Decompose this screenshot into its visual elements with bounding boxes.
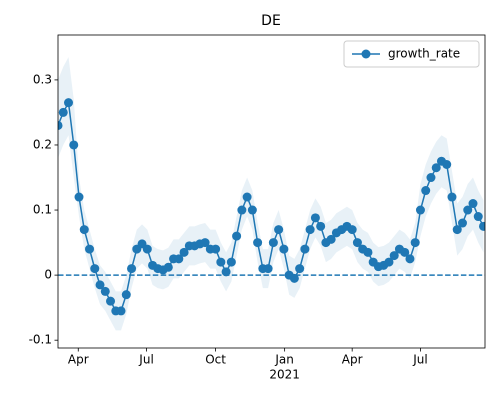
data-point [226,257,236,267]
x-tick-label: Jul [138,353,153,367]
data-point [58,107,68,117]
data-point [127,264,137,274]
data-point [389,251,399,261]
data-point [384,257,394,267]
data-point [69,140,79,150]
data-point [305,225,315,235]
data-point [352,238,362,248]
legend: growth_rate [343,40,480,68]
y-tick-label: 0.3 [33,72,52,86]
y-tick-label: 0 [44,268,52,282]
data-point [237,205,247,215]
data-point [179,247,189,257]
x-tick-label: Jan [274,353,294,367]
data-point [479,221,485,231]
data-point [263,264,273,274]
data-point [100,286,110,296]
legend-box [343,40,480,68]
data-point [468,199,478,209]
data-point [116,306,126,316]
data-point [247,205,257,215]
data-point [363,247,373,257]
data-point [64,98,74,108]
plot-frame [57,34,486,349]
confidence-band [58,57,484,331]
y-tick-label: 0.1 [33,203,52,217]
legend-marker [361,49,371,59]
data-point [106,296,116,306]
data-point [216,257,226,267]
data-point [211,244,221,254]
data-point [242,192,252,202]
data-point [200,238,210,248]
x-tick-label: Jul [412,353,427,367]
data-point [326,234,336,244]
data-point [142,244,152,254]
data-point [295,264,305,274]
data-point [174,254,184,264]
data-point [268,238,278,248]
series-line [58,100,485,312]
plot-area [58,57,485,331]
x-tick-label: Apr [342,353,363,367]
data-point [274,225,284,235]
data-point [347,225,357,235]
x-tick-label: Apr [68,353,89,367]
data-point [221,267,231,277]
data-point [232,231,242,241]
data-point [415,205,425,215]
data-point [400,247,410,257]
data-point [163,262,173,272]
data-point [121,290,131,300]
data-point [442,159,452,169]
data-point [310,213,320,223]
data-point [431,163,441,173]
y-tick-label: -0.1 [29,333,52,347]
chart-title: DE [261,13,281,29]
data-point [421,186,431,196]
data-point [95,280,105,290]
data-point [289,273,299,283]
y-tick-label: 0.2 [33,137,52,151]
data-point [473,212,483,222]
data-point [457,218,467,228]
data-point [58,120,63,130]
x-tick-label: Oct [205,353,226,367]
data-point [447,192,457,202]
data-point [316,221,326,231]
data-point [426,173,436,183]
data-point [463,205,473,215]
data-point [405,254,415,264]
data-point [74,192,84,202]
x-year-label: 2021 [269,368,300,382]
data-point [410,238,420,248]
data-point [452,225,462,235]
data-point [85,244,95,254]
data-point [90,264,100,274]
data-point [79,225,89,235]
legend-label: growth_rate [388,47,460,61]
data-point [279,244,289,254]
data-point [300,244,310,254]
data-point [253,238,263,248]
